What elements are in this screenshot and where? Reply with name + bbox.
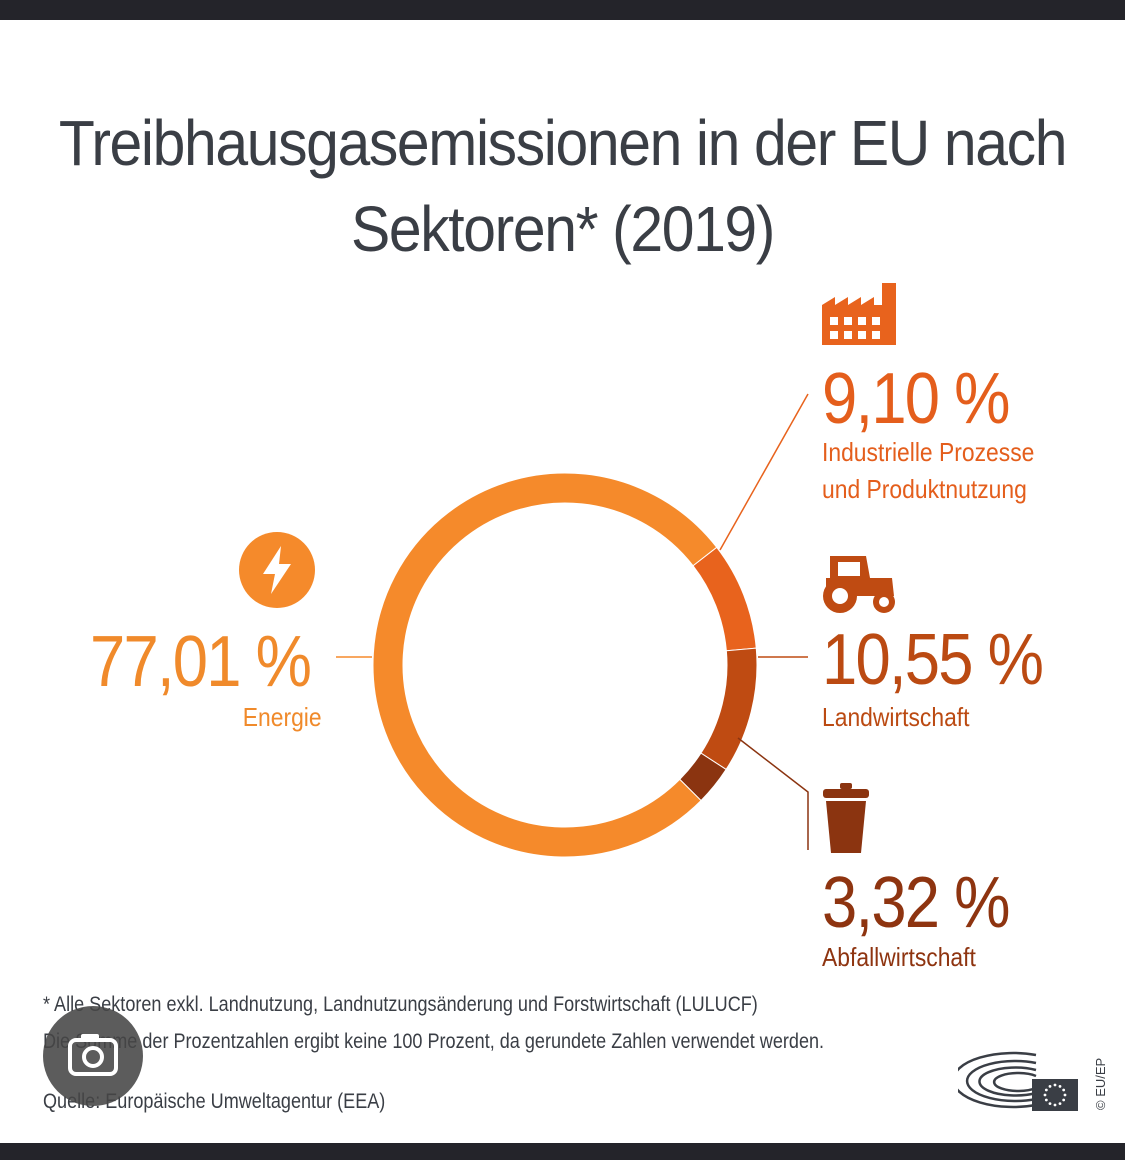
camera-search-button[interactable] [43,1006,143,1106]
source-note: Quelle: Europäische Umweltagentur (EEA) [43,1090,386,1113]
chart-title-line2: Sektoren* (2019) [350,193,775,265]
footnotes: * Alle Sektoren exkl. Landnutzung, Landn… [43,986,824,1120]
industry-label-line1: Industrielle Prozesse [822,437,1035,467]
energy-label: Energie [243,702,322,732]
industry-label: Industrielle Prozesse und Produktnutzung [822,434,1034,508]
eu-star [1063,1093,1067,1097]
trash-bin-icon [823,783,869,853]
energy-percentage: 77,01 % [90,622,312,702]
agriculture-label: Landwirtschaft [822,702,970,732]
eu-star [1058,1084,1062,1088]
agriculture-percentage: 10,55 % [822,620,1044,700]
eu-stars-icon [1043,1083,1067,1107]
eu-star [1044,1088,1048,1092]
eu-star [1048,1102,1052,1106]
eu-star [1053,1083,1057,1087]
leader-line-waste [737,737,809,850]
donut-slices [372,472,758,858]
factory-icon [822,283,896,345]
slice-industry [692,546,757,652]
eu-star [1043,1093,1047,1097]
lightning-icon [239,532,315,608]
eu-star [1053,1103,1057,1107]
eu-star [1044,1098,1048,1102]
industry-label-line2: und Produktnutzung [822,474,1027,504]
chart-title-line1: Treibhausgasemissionen in der EU nach [58,107,1068,179]
chart-title: Treibhausgasemissionen in der EU nach Se… [45,100,1080,272]
footnote-line2: Die Summe der Prozentzahlen ergibt keine… [43,1030,825,1053]
leader-line-industry [719,393,809,551]
european-parliament-logo [958,1051,1078,1111]
tractor-icon [823,556,895,613]
slice-agriculture [700,647,758,771]
slice-energy [372,472,718,858]
waste-label: Abfallwirtschaft [822,942,976,972]
industry-percentage: 9,10 % [822,359,1010,439]
top-bar [0,0,1125,20]
bottom-bar [0,1143,1125,1160]
footnote-line1: * Alle Sektoren exkl. Landnutzung, Landn… [43,993,758,1016]
eu-star [1062,1088,1066,1092]
eu-star [1048,1084,1052,1088]
copyright: © EU/EP [1093,1057,1108,1110]
eu-star [1058,1102,1062,1106]
eu-star [1062,1098,1066,1102]
waste-percentage: 3,32 % [822,863,1010,943]
